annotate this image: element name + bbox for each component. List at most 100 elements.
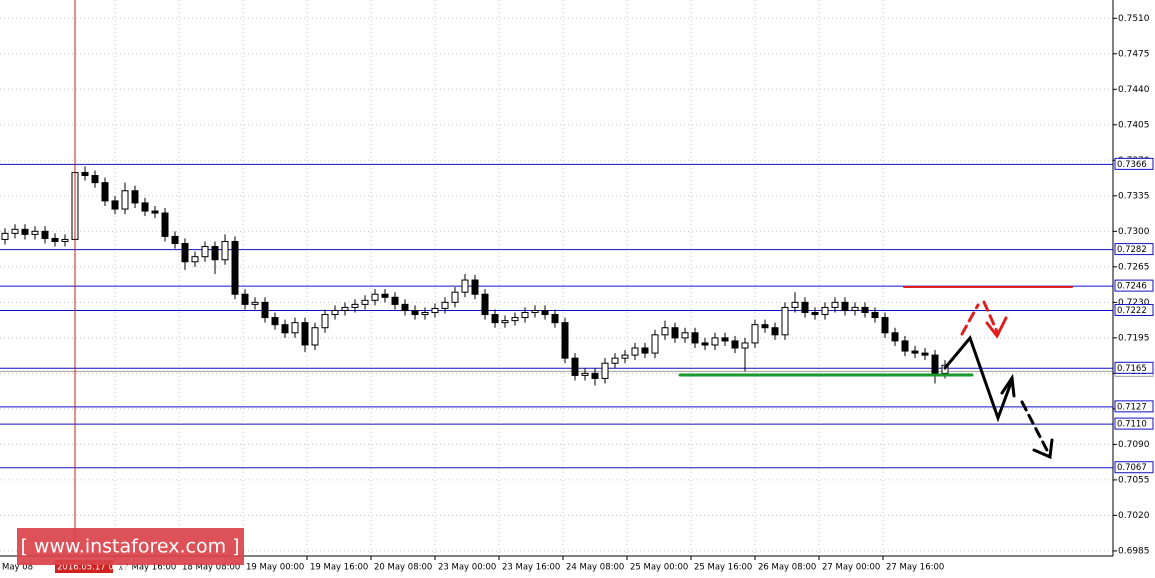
candle-body [901,340,909,352]
candle-body [191,256,199,263]
candle-body [511,317,519,322]
candle-body [201,246,209,258]
candle-body [831,301,839,308]
candle-body [241,293,249,305]
candle-body [141,202,149,212]
candle-body [381,293,389,298]
y-tick-label: 0.7055 [1118,475,1150,485]
candle-body [291,322,299,334]
y-tick-label: 0.7230 [1118,298,1150,308]
x-tick-label: 27 May 00:00 [822,563,880,573]
candle-body [471,279,479,295]
candle-body [261,301,269,319]
x-tick-label: 20 May 08:00 [374,563,432,573]
x-tick-label: 25 May 16:00 [694,563,752,573]
candle-body [631,347,639,356]
axis-labels: 0.75100.74750.74400.74050.73700.73350.73… [2,14,1154,573]
candle-body [11,228,19,234]
x-tick-label: 25 May 00:00 [630,563,688,573]
candle-body [791,301,799,308]
candle-body [921,352,929,356]
candle-body [611,357,619,364]
candle-body [621,354,629,359]
level-label: 0.7127 [1117,402,1147,412]
candle-body [841,301,849,311]
candle-body [131,190,139,204]
candles [1,164,949,386]
candle-body [521,311,529,319]
candle-body [461,279,469,293]
candle-body [911,350,919,354]
candle-body [171,235,179,245]
candle-body [361,299,369,305]
y-tick-label: 0.7335 [1118,191,1150,201]
candle-body [371,293,379,301]
y-tick-label: 0.7265 [1118,262,1150,272]
forecast-arrow [943,335,1014,423]
alt-arrow-dashed [960,303,980,336]
candle-body [801,301,809,313]
candle-body [491,314,499,324]
level-label: 0.7165 [1117,364,1147,374]
candle-body [711,337,719,346]
x-tick-label: 19 May 16:00 [310,563,368,573]
candle-body [881,317,889,334]
annotations [678,286,1073,460]
candle-body [251,301,259,305]
candle-body [351,303,359,308]
candle-body [501,320,509,324]
y-tick-label: 0.7195 [1118,333,1150,343]
watermark-box [17,528,244,565]
y-tick-label: 0.7475 [1118,49,1150,59]
y-tick-label: 0.7405 [1118,120,1150,130]
candle-body [81,171,89,177]
candle-body [311,327,319,346]
candle-body [1,232,9,240]
level-label-bg [1114,461,1154,474]
candle-body [301,322,309,346]
candle-body [661,327,669,336]
candle-body [851,306,859,311]
candle-body [811,311,819,316]
candle-body [551,314,559,324]
candle-body [441,301,449,309]
candle-body [121,190,129,210]
candle-body [401,303,409,311]
candle-body [451,291,459,303]
y-tick-label: 0.7020 [1118,511,1150,521]
candle-body [691,332,699,344]
candle-body [751,324,759,344]
candle-body [701,342,709,346]
candle-body [31,230,39,235]
candle-body [731,340,739,349]
candle-body [431,307,439,313]
y-tick-label: 0.6985 [1118,546,1150,556]
candle-body [321,314,329,329]
grid [0,0,1113,556]
candle-body [61,238,69,242]
candle-body [411,309,419,316]
candle-body [581,372,589,376]
candle-body [771,327,779,336]
candle-body [891,332,899,342]
x-tick-label: 27 May 16:00 [886,563,944,573]
candle-body [721,337,729,342]
candle-body [161,212,169,237]
candle-body [681,332,689,339]
candle-body [331,309,339,316]
level-label: 0.7222 [1117,306,1147,316]
candle-body [101,182,109,202]
candle-body [651,334,659,354]
level-label: 0.7110 [1117,420,1147,430]
candle-body [421,311,429,316]
level-label-bg [1114,243,1154,256]
candle-body [641,347,649,354]
y-tick-label: 0.7440 [1118,85,1150,95]
candle-body [561,322,569,359]
candle-body [591,372,599,379]
candle-body [111,200,119,210]
y-tick-label: 0.7300 [1118,227,1150,237]
candle-body [91,175,99,184]
